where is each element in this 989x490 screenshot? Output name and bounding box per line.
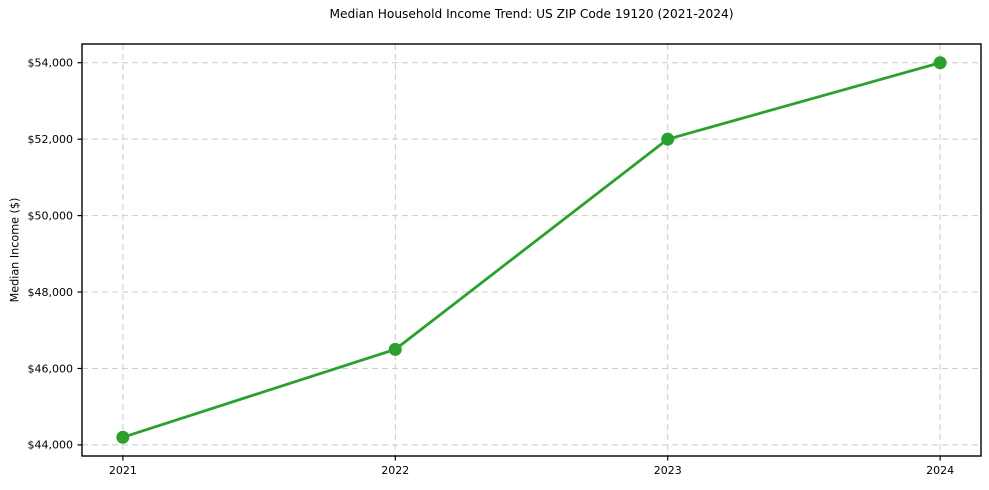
x-tick-label: 2024 [926,464,954,477]
data-point-marker [933,56,947,70]
y-tick-label: $44,000 [28,439,74,452]
y-tick-label: $52,000 [28,133,74,146]
plot-border [81,43,982,457]
data-point-marker [661,132,675,146]
y-tick-label: $48,000 [28,286,74,299]
chart-title: Median Household Income Trend: US ZIP Co… [329,7,734,21]
y-tick-label: $54,000 [28,57,74,70]
x-tick-label: 2023 [654,464,682,477]
y-tick-label: $46,000 [28,362,74,375]
trend-line [121,61,942,439]
y-tick-label: $50,000 [28,209,74,222]
data-point-marker [116,430,130,444]
x-tick-label: 2021 [109,464,137,477]
y-axis-label: Median Income ($) [8,197,22,303]
x-tick-label: 2022 [381,464,409,477]
data-point-marker [388,342,402,356]
